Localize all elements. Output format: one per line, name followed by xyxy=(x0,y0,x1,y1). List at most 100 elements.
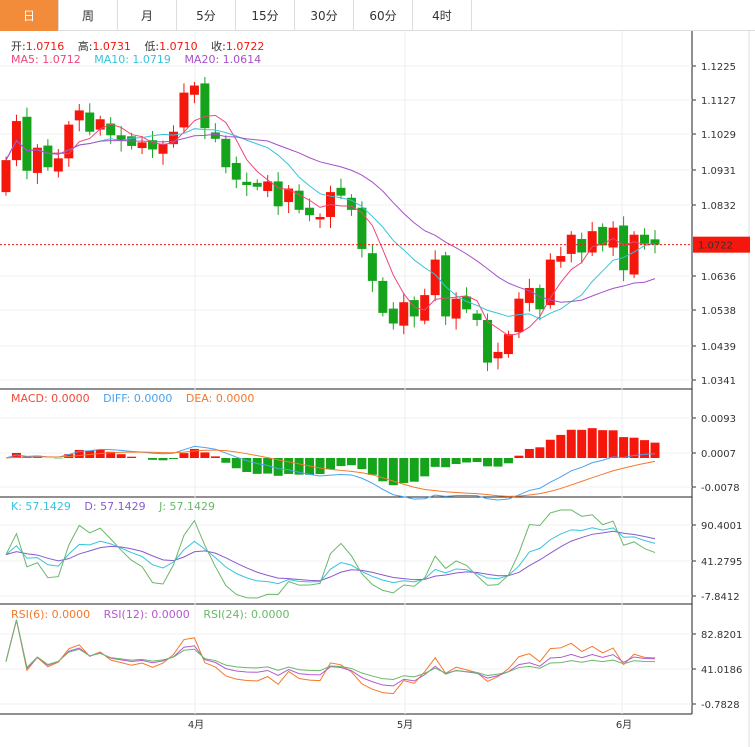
price-tick-label: 1.1029 xyxy=(701,130,736,141)
tab-3[interactable]: 5分 xyxy=(177,0,236,31)
indicator-tick-label: 82.8201 xyxy=(701,630,742,641)
ma20-value: MA20: 1.0614 xyxy=(184,53,262,66)
macd-bar xyxy=(336,458,346,467)
candle-body xyxy=(1,160,11,193)
rsi6-value: RSI(6): 0.0000 xyxy=(11,608,91,621)
macd-bar xyxy=(11,452,21,458)
candle-body xyxy=(127,136,137,146)
candle-body xyxy=(472,313,482,320)
candle-body xyxy=(158,144,168,154)
indicator-tick-label: 41.2795 xyxy=(701,557,742,568)
candle xyxy=(242,172,252,197)
candle-body xyxy=(326,192,335,217)
macd-bar xyxy=(106,451,116,458)
candle xyxy=(106,117,116,144)
macd-bar xyxy=(493,458,503,467)
candle-body xyxy=(483,319,493,363)
candle-body xyxy=(116,135,126,141)
k-line xyxy=(5,527,656,585)
candle xyxy=(53,149,63,178)
macd-bar xyxy=(168,458,178,459)
ma10-line xyxy=(5,128,656,320)
macd-bar xyxy=(148,458,158,460)
macd-bar xyxy=(367,458,377,475)
tab-2[interactable]: 月 xyxy=(118,0,177,31)
candle-body xyxy=(451,298,461,319)
candle-body xyxy=(168,131,178,145)
indicator-tick-label: -0.0078 xyxy=(701,483,740,494)
candle xyxy=(430,250,440,302)
candle xyxy=(514,292,524,339)
candle xyxy=(64,121,74,167)
rsi12-line xyxy=(5,619,656,687)
macd-value: MACD: 0.0000 xyxy=(11,392,90,405)
macd-bar xyxy=(210,456,220,458)
candle xyxy=(462,287,472,313)
tab-7[interactable]: 4时 xyxy=(413,0,472,31)
indicator-tick-label: 0.0093 xyxy=(701,414,736,425)
tab-5[interactable]: 30分 xyxy=(295,0,354,31)
macd-bar xyxy=(273,458,283,476)
candle xyxy=(127,132,137,150)
candle xyxy=(221,135,231,174)
candle xyxy=(451,292,461,330)
close-value: 1.0722 xyxy=(225,40,265,53)
candle-body xyxy=(252,182,262,187)
candle-body xyxy=(43,145,53,168)
candle-body xyxy=(650,239,660,245)
macd-info: MACD: 0.0000 DIFF: 0.0000 DEA: 0.0000 xyxy=(11,392,264,405)
candle-body xyxy=(64,124,74,159)
indicator-tick-label: -0.7828 xyxy=(701,700,740,711)
macd-bar xyxy=(127,456,137,458)
candle xyxy=(577,232,587,264)
price-tick-label: 1.0439 xyxy=(701,342,736,353)
macd-bar xyxy=(441,458,451,468)
candle xyxy=(305,198,315,222)
candle-body xyxy=(11,121,21,161)
candle xyxy=(263,175,273,198)
dea-line xyxy=(5,449,656,497)
macd-bar xyxy=(326,458,335,470)
diff-value: DIFF: 0.0000 xyxy=(103,392,173,405)
price-tick-label: 1.0341 xyxy=(701,376,736,387)
candle xyxy=(535,284,545,321)
candle xyxy=(441,251,451,325)
d-line xyxy=(5,530,656,582)
period-tabs: 日周月 5分 15分 30分 60分 4时 xyxy=(0,0,755,31)
macd-bar xyxy=(619,437,629,458)
macd-bar xyxy=(22,456,32,458)
candle-body xyxy=(315,216,325,220)
tab-1[interactable]: 周 xyxy=(59,0,118,31)
candle xyxy=(378,277,388,317)
tab-4[interactable]: 15分 xyxy=(236,0,295,31)
candle-body xyxy=(200,83,210,129)
macd-bar xyxy=(430,458,440,467)
candle-body xyxy=(242,181,252,185)
candle-body xyxy=(430,259,440,296)
indicator-tick-label: 0.0007 xyxy=(701,449,736,460)
macd-bar xyxy=(357,458,367,470)
candle xyxy=(524,278,534,312)
candle xyxy=(116,126,126,152)
macd-bar xyxy=(284,458,294,474)
tab-6[interactable]: 60分 xyxy=(354,0,413,31)
close-label: 收: xyxy=(211,40,226,53)
low-value: 1.0710 xyxy=(159,40,198,53)
candle-body xyxy=(598,226,608,246)
tab-0[interactable]: 日 xyxy=(0,0,59,31)
candle-body xyxy=(95,119,105,130)
candle-body xyxy=(629,234,639,275)
indicator-tick-label: -7.8412 xyxy=(701,592,740,603)
rsi-info: RSI(6): 0.0000 RSI(12): 0.0000 RSI(24): … xyxy=(11,608,299,621)
candle-body xyxy=(305,207,315,216)
candle-body xyxy=(514,298,524,333)
candle-body xyxy=(556,256,566,262)
kdj-info: K: 57.1429 D: 57.1429 J: 57.1429 xyxy=(11,500,225,513)
candle xyxy=(189,81,199,104)
ma5-line xyxy=(5,114,656,337)
candle xyxy=(168,125,178,148)
macd-bar xyxy=(189,448,199,458)
current-price-label: 1.0722 xyxy=(698,241,733,252)
candle xyxy=(619,216,629,282)
